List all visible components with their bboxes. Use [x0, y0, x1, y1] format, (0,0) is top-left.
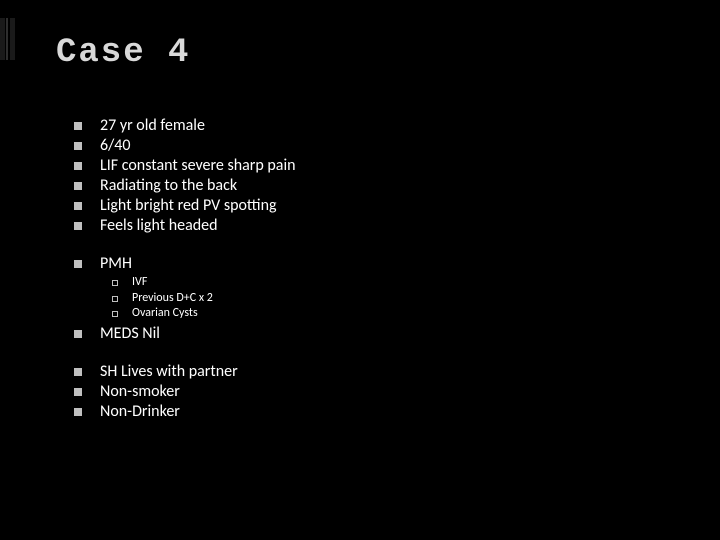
bullet-text: Light bright red PV spotting	[100, 196, 277, 216]
list-item: Light bright red PV spotting	[74, 196, 672, 216]
hollow-square-bullet-icon	[112, 280, 118, 286]
square-bullet-icon	[74, 162, 82, 170]
square-bullet-icon	[74, 202, 82, 210]
list-item: Radiating to the back	[74, 176, 672, 196]
sub-list-item: Previous D+C x 2	[112, 291, 672, 307]
bullet-text: Radiating to the back	[100, 176, 237, 196]
bullet-text: Non-smoker	[100, 382, 180, 402]
square-bullet-icon	[74, 388, 82, 396]
list-item: Feels light headed	[74, 216, 672, 236]
slide-title: Case 4	[56, 34, 672, 72]
left-decoration	[0, 18, 20, 60]
square-bullet-icon	[74, 330, 82, 338]
bullet-text: LIF constant severe sharp pain	[100, 156, 296, 176]
square-bullet-icon	[74, 368, 82, 376]
sub-list-item: IVF	[112, 275, 672, 291]
hollow-square-bullet-icon	[112, 311, 118, 317]
bullet-text: Non-Drinker	[100, 402, 180, 422]
list-item: LIF constant severe sharp pain	[74, 156, 672, 176]
sub-bullet-text: Previous D+C x 2	[132, 291, 213, 307]
list-item: SH Lives with partner	[74, 362, 672, 382]
sub-bullet-text: IVF	[132, 275, 147, 291]
list-item: 27 yr old female	[74, 116, 672, 136]
square-bullet-icon	[74, 182, 82, 190]
bullet-text: MEDS Nil	[100, 324, 160, 344]
slide-body: 27 yr old female 6/40 LIF constant sever…	[74, 116, 672, 422]
sub-list: IVF Previous D+C x 2 Ovarian Cysts	[112, 275, 672, 322]
sub-list-item: Ovarian Cysts	[112, 306, 672, 322]
list-item: Non-smoker	[74, 382, 672, 402]
list-item: MEDS Nil	[74, 324, 672, 344]
square-bullet-icon	[74, 122, 82, 130]
slide: Case 4 27 yr old female 6/40 LIF constan…	[0, 0, 720, 540]
square-bullet-icon	[74, 142, 82, 150]
list-item: 6/40	[74, 136, 672, 156]
hollow-square-bullet-icon	[112, 296, 118, 302]
bullet-text: SH Lives with partner	[100, 362, 238, 382]
bullet-text: 27 yr old female	[100, 116, 205, 136]
square-bullet-icon	[74, 222, 82, 230]
square-bullet-icon	[74, 408, 82, 416]
bullet-text: Feels light headed	[100, 216, 218, 236]
bullet-text: 6/40	[100, 136, 131, 156]
square-bullet-icon	[74, 260, 82, 268]
bullet-text: PMH	[100, 254, 132, 274]
list-item: Non-Drinker	[74, 402, 672, 422]
sub-bullet-text: Ovarian Cysts	[132, 306, 198, 322]
list-item: PMH	[74, 254, 672, 274]
